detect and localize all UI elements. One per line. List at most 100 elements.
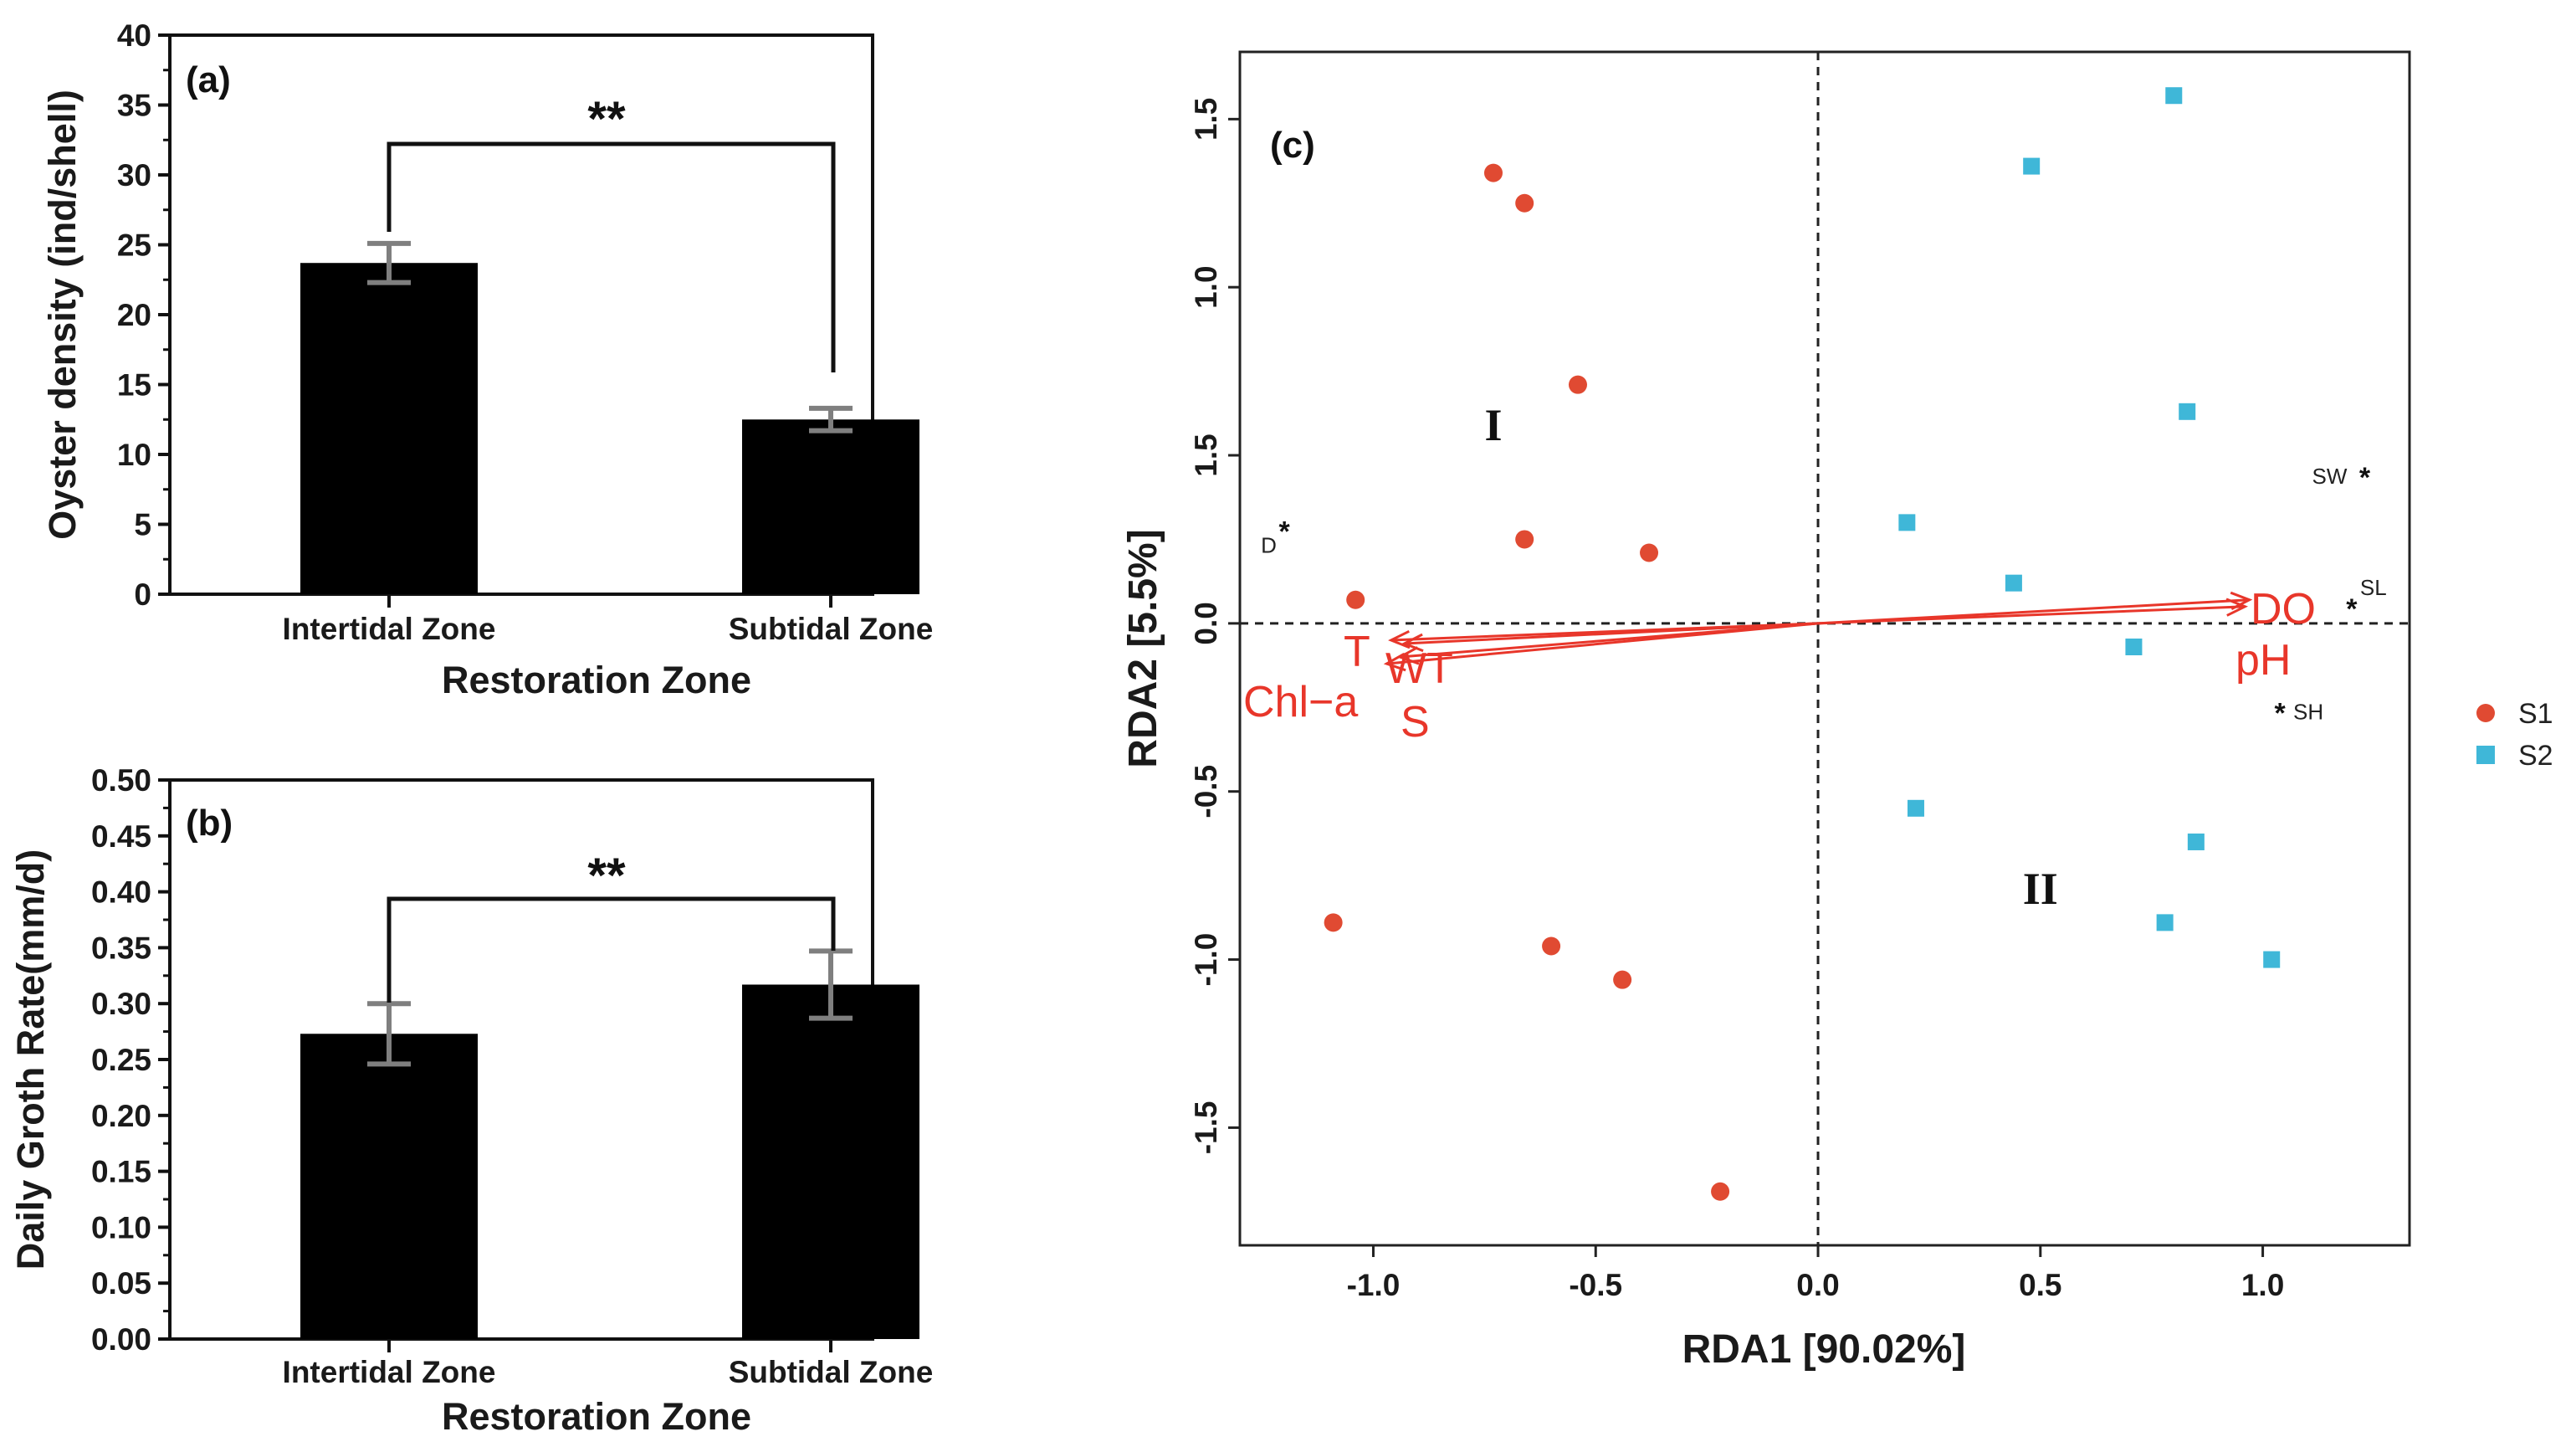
s2-point [2156, 914, 2174, 931]
y-tick-label: -0.5 [1189, 765, 1223, 818]
y-tick-label: 35 [117, 89, 151, 123]
panel-c-legend: S1 S2 [2476, 698, 2553, 772]
env-label-s: S [1401, 698, 1430, 747]
bar [300, 1034, 478, 1339]
site-asterisk: * [2274, 697, 2286, 729]
env-vector-head [1388, 629, 1411, 649]
region-label: I [1484, 400, 1502, 450]
panel-a-label: (a) [186, 59, 231, 100]
panel-a-bars [300, 263, 919, 594]
env-vector-head [2225, 598, 2248, 617]
y-tick-label: 0.35 [91, 931, 151, 965]
site-asterisk: * [1279, 516, 1291, 547]
y-tick-label: 0.15 [91, 1155, 151, 1189]
s2-point [2179, 403, 2196, 420]
panel-c-y-axis: 1.5 1.0 1.5 0.0 -0.5 -1.0 -1.5 [1189, 98, 1240, 1155]
panel-a-x-axis-title: Restoration Zone [442, 659, 751, 701]
y-tick-label: 0.25 [91, 1043, 151, 1077]
env-vector-head [1396, 646, 1420, 665]
bar [742, 984, 919, 1339]
y-tick-label: 0.00 [91, 1322, 151, 1357]
s1-point [1483, 163, 1503, 182]
bar [742, 419, 919, 594]
panel-b-bars [300, 984, 919, 1339]
panel-c-sample-points [1324, 87, 2281, 1201]
y-tick-label: 25 [117, 228, 151, 263]
site-label: SH [2293, 699, 2323, 724]
env-label-ph: pH [2235, 636, 2291, 685]
env-vector [1400, 622, 1819, 659]
y-tick-label: 40 [117, 18, 151, 53]
panel-b-y-axis-title: Daily Groth Rate(mm/d) [9, 849, 52, 1270]
panel-c-frame [1238, 50, 2411, 1247]
env-label-t: T [1344, 628, 1370, 676]
s1-point [1542, 936, 1561, 956]
panel-a-category-label: Intertidal Zone [283, 612, 496, 646]
y-tick-label: 0.05 [91, 1266, 151, 1301]
y-tick-label: 20 [117, 298, 151, 332]
s1-point [1711, 1182, 1730, 1201]
y-tick-label: 0.20 [91, 1099, 151, 1133]
s2-point [2165, 87, 2183, 105]
s2-point [1907, 799, 1924, 817]
y-tick-label: -1.5 [1189, 1101, 1223, 1155]
panel-b-y-axis: 0.00 0.05 0.10 0.15 0.20 0.25 0.30 0.35 0.40 0.45… [91, 763, 832, 1357]
region-label: II [2023, 864, 2058, 914]
env-label-chl-a: Chl−a [1243, 678, 1358, 726]
s2-point [2005, 574, 2022, 592]
env-vector [1817, 605, 2246, 625]
env-vector [1404, 622, 1819, 645]
panel-a-significance-label: ** [587, 92, 626, 146]
s1-point [1568, 375, 1587, 394]
y-tick-label: 1.0 [1189, 265, 1223, 308]
s1-point [1515, 530, 1534, 549]
y-tick-label: 30 [117, 158, 151, 192]
panel-c-region-labels: III [1484, 400, 2057, 914]
panel-b-error-bars [367, 948, 853, 1067]
panel-b-significance-bracket [387, 896, 836, 1003]
y-tick-label: 0.40 [91, 875, 151, 910]
panel-b-significance-label: ** [587, 849, 626, 903]
site-label: SW [2312, 464, 2348, 489]
panel-c-x-axis-title: RDA1 [90.02%] [1682, 1327, 1966, 1372]
site-label: SL [2360, 575, 2387, 600]
bar [300, 263, 478, 594]
s1-point [1613, 970, 1632, 989]
legend-marker-s2 [2476, 746, 2495, 764]
y-tick-label: 0 [134, 577, 151, 612]
panel-a-category-label: Subtidal Zone [729, 612, 934, 646]
y-tick-label: 0.30 [91, 987, 151, 1021]
y-tick-label: 0.0 [1189, 602, 1223, 644]
y-tick-label: 1.5 [1189, 434, 1223, 476]
x-tick-label: 1.0 [2241, 1268, 2284, 1302]
panel-b-label: (b) [186, 803, 233, 844]
env-label-wt: WT [1385, 644, 1453, 693]
panel-a-error-bars [367, 240, 853, 434]
y-tick-label: 10 [117, 438, 151, 472]
y-tick-label: -1.0 [1189, 933, 1223, 987]
s2-point [1898, 514, 1916, 531]
s1-point [1324, 913, 1343, 932]
y-tick-label: 0.45 [91, 819, 151, 854]
legend-label-s1: S1 [2518, 698, 2553, 730]
x-tick-label: -0.5 [1569, 1268, 1622, 1302]
s2-point [2263, 951, 2281, 968]
panel-a-significance-bracket [387, 141, 836, 372]
panel-b-category-label: Intertidal Zone [283, 1355, 496, 1389]
y-tick-label: 5 [134, 508, 151, 542]
y-tick-label: 1.5 [1189, 98, 1223, 141]
x-tick-label: 0.5 [2019, 1268, 2061, 1302]
env-label-do: DO [2251, 585, 2316, 634]
panel-b-daily-growth-rate: 0.00 0.05 0.10 0.15 0.20 0.25 0.30 0.35 0.40 0.45… [9, 763, 933, 1438]
panel-c-env-vectors [1383, 591, 2253, 672]
s2-point [2125, 638, 2143, 655]
s1-point [1346, 590, 1365, 609]
panel-c-rda-biplot: -1.0 -0.5 0.0 0.5 1.0 1.5 1.0 1.5 0.0 -0.5 -1.0 -1… [1121, 50, 2553, 1372]
panel-a-y-axis-title: Oyster density (ind/shell) [41, 90, 84, 540]
panel-c-x-axis: -1.0 -0.5 0.0 0.5 1.0 [1347, 1245, 2284, 1302]
s2-point [2187, 833, 2205, 850]
site-label: D [1261, 532, 1277, 557]
legend-label-s2: S2 [2518, 740, 2553, 772]
